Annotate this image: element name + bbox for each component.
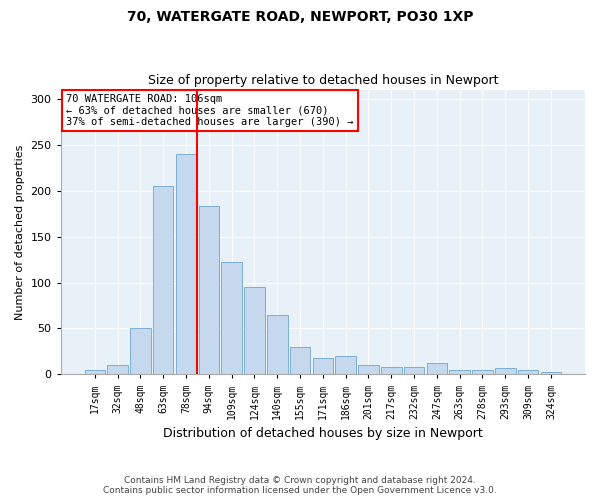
Bar [358,365,379,374]
Bar [153,186,173,374]
Bar [107,365,128,374]
Bar [518,370,538,374]
Bar [541,372,561,374]
Bar [244,287,265,374]
Bar [427,364,447,374]
Text: Contains HM Land Registry data © Crown copyright and database right 2024.
Contai: Contains HM Land Registry data © Crown c… [103,476,497,495]
Bar [130,328,151,374]
Bar [176,154,196,374]
Bar [472,370,493,374]
Bar [449,370,470,374]
Bar [495,368,515,374]
Bar [335,356,356,374]
Bar [267,314,287,374]
Bar [221,262,242,374]
Bar [381,367,401,374]
Bar [404,367,424,374]
Text: 70 WATERGATE ROAD: 106sqm
← 63% of detached houses are smaller (670)
37% of semi: 70 WATERGATE ROAD: 106sqm ← 63% of detac… [66,94,353,127]
Bar [199,206,219,374]
Bar [313,358,333,374]
Bar [290,347,310,374]
Bar [85,370,105,374]
Y-axis label: Number of detached properties: Number of detached properties [15,144,25,320]
Text: 70, WATERGATE ROAD, NEWPORT, PO30 1XP: 70, WATERGATE ROAD, NEWPORT, PO30 1XP [127,10,473,24]
X-axis label: Distribution of detached houses by size in Newport: Distribution of detached houses by size … [163,427,483,440]
Title: Size of property relative to detached houses in Newport: Size of property relative to detached ho… [148,74,498,87]
